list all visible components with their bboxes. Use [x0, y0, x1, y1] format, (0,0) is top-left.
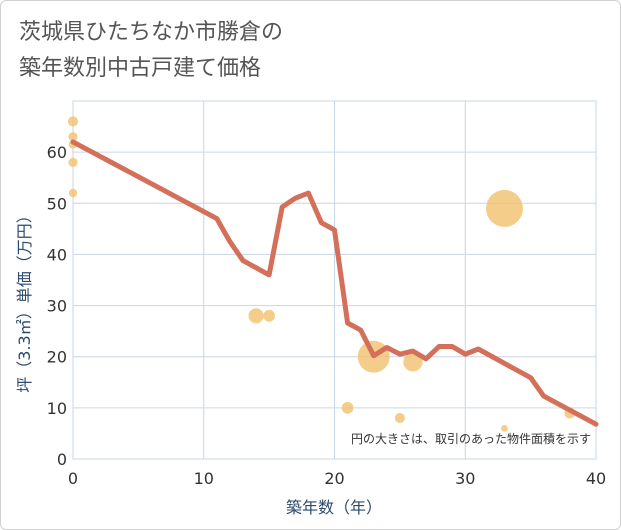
bubble-point-4	[68, 188, 78, 198]
bubble-point-3	[68, 157, 78, 167]
y-tick-50: 50	[47, 194, 67, 213]
x-tick-20: 20	[324, 469, 344, 488]
x-tick-labels: 0 10 20 30 40	[68, 469, 606, 488]
x-tick-10: 10	[194, 469, 214, 488]
y-tick-60: 60	[47, 143, 67, 162]
x-axis-title: 築年数（年）	[286, 498, 382, 517]
bubble-point-11	[485, 189, 523, 227]
grid-lines	[73, 101, 596, 459]
bubble-point-7	[341, 401, 354, 414]
bubble-point-1	[68, 132, 78, 142]
y-tick-0: 0	[57, 450, 67, 469]
y-tick-labels: 0 10 20 30 40 50 60	[47, 143, 67, 469]
chart-title-line-2: 築年数別中古戸建て価格	[19, 56, 262, 81]
bubble-point-9	[394, 413, 405, 424]
chart-title: 茨城県ひたちなか市勝倉の 築年数別中古戸建て価格	[19, 15, 283, 87]
y-axis-title: 坪（3.3㎡）単価（万円）	[15, 207, 34, 392]
average-price-line	[70, 139, 599, 427]
bubble-point-12	[501, 424, 508, 432]
y-tick-40: 40	[47, 245, 67, 264]
chart-title-line-1: 茨城県ひたちなか市勝倉の	[19, 20, 284, 45]
y-tick-20: 20	[47, 348, 67, 367]
bubble-point-10	[403, 352, 423, 372]
x-tick-40: 40	[586, 469, 606, 488]
x-tick-0: 0	[68, 469, 78, 488]
bubble-point-5	[248, 308, 264, 324]
size-note: 円の大きさは、取引のあった物件面積を示す	[351, 431, 591, 446]
y-tick-30: 30	[47, 297, 67, 316]
bubble-point-6	[263, 309, 276, 322]
x-tick-30: 30	[455, 469, 475, 488]
bubble-point-0	[67, 116, 79, 127]
y-tick-10: 10	[47, 399, 67, 418]
